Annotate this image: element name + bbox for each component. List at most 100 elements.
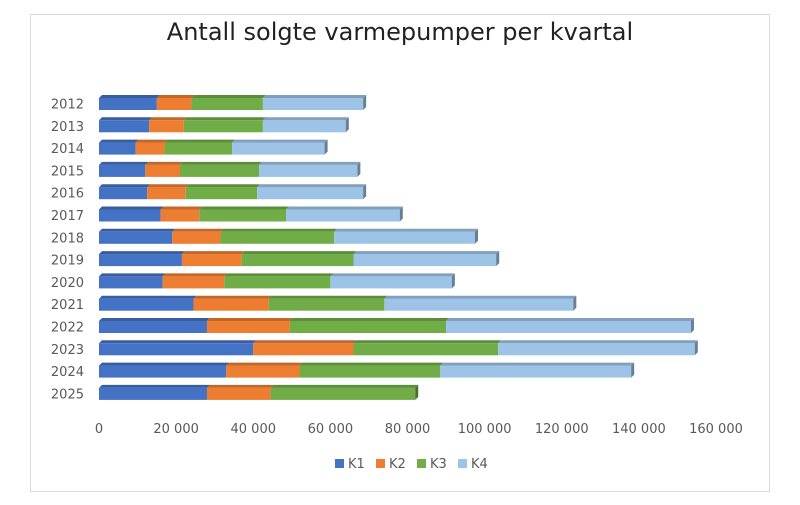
bar-segment-top-k2: [206, 318, 293, 321]
x-tick-label: 140 000: [612, 422, 666, 437]
bar-segment-k3: [199, 209, 287, 222]
bar-segment-top-k3: [289, 318, 450, 321]
legend-label-k1: K1: [348, 457, 365, 472]
x-tick-label: 120 000: [535, 422, 589, 437]
bar-segment-top-k1: [99, 340, 257, 344]
y-tick-label: 2022: [51, 321, 84, 336]
legend-label-k4: K4: [471, 457, 488, 472]
bar-segment-top-k1: [99, 117, 153, 121]
bar-segment-k3: [191, 98, 263, 110]
bar-segment-top-k4: [330, 273, 455, 277]
bar-segment-k1: [99, 387, 207, 400]
bar-segment-top-k4: [384, 295, 577, 299]
bar-segment-k1: [99, 98, 157, 110]
bar-segment-top-k1: [99, 95, 160, 98]
bar-segment-k4: [259, 164, 358, 177]
bar-segment-k2: [160, 209, 200, 222]
bar-segment-top-k1: [99, 206, 164, 210]
bar-end-cap: [451, 273, 455, 289]
bar-segment-k3: [299, 365, 441, 378]
bar-segment-k4: [232, 142, 325, 155]
bar-segment-top-k3: [270, 384, 419, 388]
y-tick-label: 2013: [51, 120, 84, 135]
bar-segment-top-k4: [286, 206, 403, 210]
bar-segment-k1: [99, 142, 136, 155]
bar-segment-top-k3: [179, 161, 263, 165]
x-tick-label: 160 000: [689, 422, 743, 437]
legend-swatch-k1: [335, 459, 344, 468]
bar-end-cap: [324, 139, 328, 155]
y-tick-label: 2012: [51, 98, 84, 113]
x-tick-label: 40 000: [231, 422, 277, 437]
bar-segment-k2: [156, 98, 192, 110]
bar-end-cap: [345, 117, 349, 133]
bar-segment-top-k1: [99, 295, 197, 299]
bar-segment-k3: [268, 298, 385, 311]
bar-segment-k4: [330, 276, 452, 289]
bar-segment-top-k1: [99, 273, 166, 277]
bar-segment-top-k1: [99, 251, 185, 255]
bar-segment-k2: [149, 120, 184, 133]
bar-segment-top-k2: [156, 95, 195, 98]
bar-segment-top-k4: [498, 340, 698, 344]
bar-segment-top-k2: [145, 161, 183, 165]
bar-segment-k1: [99, 343, 254, 356]
bar-segment-k4: [262, 120, 346, 133]
bar-segment-top-k3: [164, 139, 236, 143]
bar-segment-k1: [99, 209, 161, 222]
bar-segment-k2: [181, 254, 242, 267]
bar-segment-k4: [257, 187, 364, 200]
bar-segment-k4: [262, 98, 364, 110]
bar-segment-top-k3: [353, 340, 502, 344]
bar-segment-top-k2: [206, 384, 274, 388]
bar-segment-k2: [253, 343, 354, 356]
legend-swatch-k3: [417, 459, 426, 468]
x-tick-label: 100 000: [458, 422, 512, 437]
bar-segment-k1: [99, 254, 182, 267]
bar-segment-k2: [145, 164, 180, 177]
bar-segment-top-k4: [440, 362, 635, 366]
bar-end-cap: [694, 340, 698, 356]
bar-end-cap: [415, 384, 419, 400]
bar-segment-top-k4: [353, 251, 500, 255]
bar-segment-k4: [440, 365, 632, 378]
y-tick-label: 2021: [51, 298, 84, 313]
y-tick-label: 2023: [51, 343, 84, 358]
bar-segment-top-k1: [99, 362, 230, 366]
bar-segment-k1: [99, 187, 148, 200]
y-tick-label: 2025: [51, 387, 84, 402]
bar-end-cap: [357, 161, 361, 177]
bar-segment-top-k2: [135, 139, 168, 143]
bar-segment-top-k2: [160, 206, 203, 210]
bar-segment-top-k1: [99, 139, 139, 143]
bar-segment-top-k2: [149, 117, 187, 121]
bar-segment-k1: [99, 321, 207, 333]
bar-segment-top-k1: [99, 161, 149, 165]
bar-segment-top-k2: [147, 184, 189, 188]
bar-segment-k3: [270, 387, 416, 400]
y-tick-label: 2020: [51, 276, 84, 291]
bar-segment-top-k2: [181, 251, 245, 255]
bar-segment-k3: [353, 343, 499, 356]
bar-segment-k1: [99, 298, 194, 311]
bar-segment-k4: [353, 254, 497, 267]
bar-segment-k2: [162, 276, 225, 289]
y-tick-label: 2018: [51, 231, 84, 246]
bar-segment-k1: [99, 365, 227, 378]
bar-segment-k1: [99, 120, 150, 133]
bar-segment-top-k4: [257, 184, 367, 188]
bar-segment-k2: [206, 321, 290, 333]
bar-segment-k2: [172, 231, 221, 244]
bar-segment-top-k4: [232, 139, 328, 143]
bar-segment-k3: [224, 276, 331, 289]
bar-end-cap: [399, 206, 403, 222]
x-tick-label: 60 000: [308, 422, 354, 437]
bar-segment-top-k2: [226, 362, 303, 366]
bar-segment-top-k2: [253, 340, 357, 344]
bar-segment-top-k3: [241, 251, 357, 255]
bar-segment-k3: [185, 187, 258, 200]
bar-segment-k1: [99, 231, 173, 244]
legend-swatch-k4: [458, 459, 467, 468]
bar-segment-k4: [286, 209, 400, 222]
